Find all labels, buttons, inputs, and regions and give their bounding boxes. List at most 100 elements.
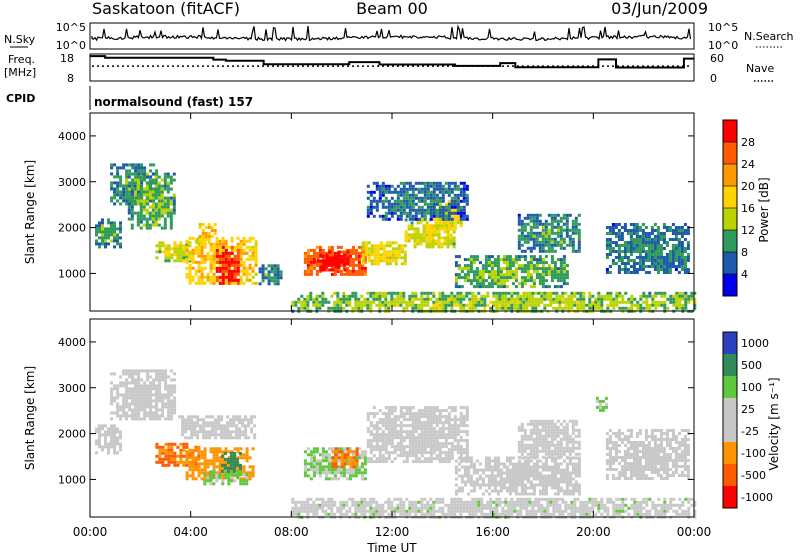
data-cell-velocity-7 (360, 456, 364, 460)
data-cell-velocity-9 (456, 445, 460, 449)
data-cell-power-17 (678, 297, 682, 301)
data-cell-velocity-9 (444, 433, 448, 437)
data-cell-power-1 (148, 181, 152, 185)
data-cell-power-1 (163, 199, 167, 203)
data-cell-velocity-1 (187, 418, 191, 422)
data-cell-velocity-0 (140, 390, 144, 394)
data-cell-power-8 (345, 272, 349, 276)
data-cell-velocity-10 (484, 459, 488, 463)
data-cell-power-16 (680, 247, 684, 250)
data-cell-power-4 (224, 239, 228, 243)
data-cell-power-13 (438, 214, 442, 218)
data-cell-velocity-6 (226, 457, 230, 461)
data-cell-velocity-0 (155, 390, 159, 394)
freq-left-tick-bottom: 8 (67, 72, 74, 85)
data-cell-power-8 (315, 254, 319, 258)
data-cell-velocity-0 (119, 408, 123, 412)
data-cell-power-17 (438, 306, 442, 310)
data-cell-power-17 (429, 297, 433, 301)
data-cell-power-16 (635, 229, 639, 232)
data-cell-power-13 (456, 187, 460, 191)
data-cell-power-14 (484, 270, 488, 274)
data-cell-power-15 (523, 240, 527, 244)
data-cell-power-13 (453, 187, 457, 191)
data-cell-velocity-9 (381, 421, 385, 425)
data-cell-power-13 (366, 196, 370, 200)
data-cell-power-0 (110, 187, 114, 191)
data-cell-power-3 (170, 247, 174, 251)
data-cell-power-17 (342, 300, 346, 304)
data-cell-velocity-10 (490, 483, 494, 487)
data-cell-power-13 (381, 184, 385, 188)
data-cell-power-16 (662, 256, 666, 259)
data-cell-power-16 (608, 253, 612, 256)
data-cell-power-12 (444, 224, 448, 228)
data-cell-velocity-0 (167, 396, 171, 400)
data-cell-power-16 (617, 244, 621, 247)
data-cell-power-1 (127, 205, 131, 209)
data-cell-power-16 (638, 259, 642, 262)
data-cell-power-17 (396, 291, 400, 295)
data-cell-velocity-4 (212, 453, 216, 457)
data-cell-power-14 (505, 264, 509, 268)
data-cell-velocity-1 (217, 427, 221, 431)
data-cell-power-17 (294, 303, 298, 307)
data-cell-power-17 (438, 303, 442, 307)
data-cell-power-13 (423, 217, 427, 221)
data-cell-power-14 (502, 273, 506, 277)
data-cell-power-10 (373, 244, 377, 248)
data-cell-power-13 (435, 187, 439, 191)
data-cell-power-1 (142, 217, 146, 221)
data-cell-power-1 (157, 214, 161, 218)
data-cell-power-17 (669, 294, 673, 298)
data-cell-power-5 (218, 266, 222, 270)
data-cell-power-13 (423, 187, 427, 191)
data-cell-power-14 (505, 273, 509, 277)
data-cell-velocity-4 (245, 459, 249, 463)
data-cell-power-14 (472, 270, 476, 274)
data-cell-velocity-0 (146, 384, 150, 388)
data-cell-power-17 (492, 300, 496, 304)
data-cell-velocity-9 (459, 421, 463, 425)
data-cell-power-9 (334, 256, 338, 260)
data-cell-power-16 (683, 256, 687, 259)
data-cell-power-5 (233, 278, 237, 282)
data-cell-velocity-0 (173, 408, 177, 412)
data-cell-velocity-0 (161, 411, 165, 415)
data-cell-power-12 (435, 224, 439, 228)
data-cell-power-13 (396, 193, 400, 197)
data-cell-velocity-9 (405, 436, 409, 440)
data-cell-velocity-9 (423, 412, 427, 416)
data-cell-power-14 (487, 282, 491, 286)
data-cell-power-13 (411, 199, 415, 203)
data-cell-power-13 (450, 181, 454, 185)
data-cell-power-0 (116, 181, 120, 185)
data-cell-power-5 (218, 260, 222, 264)
data-cell-power-4 (206, 278, 210, 282)
data-cell-power-14 (490, 273, 494, 277)
data-cell-power-17 (411, 306, 415, 310)
data-cell-power-13 (375, 181, 379, 185)
data-cell-power-14 (454, 282, 458, 286)
data-cell-velocity-10 (478, 477, 482, 481)
data-cell-power-13 (411, 196, 415, 200)
data-cell-power-6 (201, 223, 205, 226)
data-cell-velocity-1 (199, 424, 203, 428)
noise-panel: N.Sky 10^5 10^0 10^5 10^0 N.Search (4, 21, 794, 52)
data-cell-velocity-0 (110, 396, 114, 400)
data-cell-velocity-9 (450, 442, 454, 446)
data-cell-power-0 (125, 184, 129, 188)
data-cell-velocity-4 (245, 453, 249, 457)
data-cell-power-12 (435, 218, 439, 222)
data-cell-power-15 (544, 219, 548, 223)
data-cell-power-15 (535, 219, 539, 223)
data-cell-power-17 (639, 294, 643, 298)
data-cell-velocity-4 (215, 465, 219, 469)
data-cell-power-13 (450, 196, 454, 200)
data-cell-power-14 (454, 261, 458, 265)
data-cell-power-14 (532, 258, 536, 262)
data-cell-power-17 (495, 306, 499, 310)
data-cell-power-17 (678, 306, 682, 310)
data-cell-velocity-9 (411, 445, 415, 449)
